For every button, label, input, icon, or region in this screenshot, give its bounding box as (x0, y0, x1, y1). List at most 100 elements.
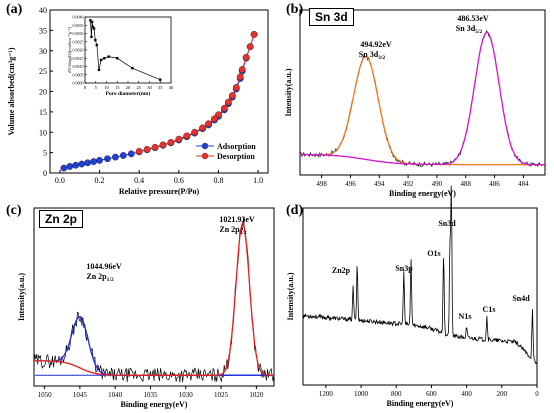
panel-a-xtick-label-2: 0.4 (134, 176, 144, 185)
panel-a-xtick-label-5: 1.0 (253, 176, 263, 185)
panel-d-peak-label-zn2p: Zn2p (332, 266, 351, 275)
panel-c-xtick-label-0: 1050 (38, 391, 53, 399)
panel-a-xtick-label-3: 0.6 (174, 176, 184, 185)
panel-a-adsorption-point-10 (127, 150, 135, 158)
panel-b-xtick-label-3: 492 (403, 180, 414, 188)
panel-a-inset-xtick-label-1: 5 (95, 85, 98, 90)
panel-a-adsorption-point-1 (66, 163, 74, 170)
panel-a-desorption-point-5 (232, 84, 240, 91)
panel-a-desorption-point-14 (183, 132, 191, 140)
panel-b-axes (299, 9, 546, 176)
panel-a-ytick-label-2: 10 (39, 128, 47, 137)
panel-a-inset-point-11 (116, 57, 119, 60)
panel-a-desorption-point-16 (167, 139, 175, 146)
panel-a-ytick-label-1: 5 (43, 149, 47, 158)
panel-a-desorption-point-17 (159, 141, 167, 149)
panel-c-axes (33, 207, 275, 387)
panel-d-xtick-label-4: 400 (461, 390, 472, 398)
panel-b-ylabel: Intensity(a.u.) (284, 68, 293, 116)
panel-a-ytick-label-0: 0 (43, 169, 47, 178)
panel-a-inset-point-8 (99, 58, 103, 62)
panel-a-inset-ylabel: dV/dlog(D)(cm³nm⁻¹g⁻¹) (67, 26, 72, 73)
panel-d-survey-spectrum (302, 185, 538, 365)
panel-a-adsorption-point-9 (119, 152, 127, 159)
panel-b-xlabel: Binding energy(eV) (389, 189, 456, 198)
panel-a-inset-xlabel: Pore diameter(nm) (106, 90, 151, 97)
panel-a-inset-point-0 (89, 19, 92, 22)
panel-a-inset-xtick-label-2: 10 (104, 85, 109, 90)
panel-b-annotation-energy-0: 494.92eV (360, 40, 392, 49)
panel-a-ytick-label-5: 25 (39, 67, 47, 76)
panel-a-inset-point-7 (97, 68, 101, 71)
panel-b-annotation-label-1: Sn 3d5/2 (456, 24, 483, 35)
panel-d-axes (302, 207, 538, 386)
panel-b-xtick-label-2: 494 (374, 180, 385, 188)
panel-c-xtick-label-5: 1025 (214, 391, 229, 399)
panel-c-annotation-energy-0: 1044.96eV (86, 262, 122, 271)
panel-a-inset-ytick-label-4: 0.0020 (73, 48, 84, 53)
panel-d-xtick-label-0: 1200 (319, 390, 334, 398)
panel-b-title: Sn 3d (309, 8, 354, 26)
panel-a-inset-point-2 (90, 20, 94, 24)
panel-c-xlabel: Binding energy(eV) (121, 400, 188, 409)
panel-d-peak-label-sn4d: Sn4d (512, 294, 530, 303)
panel-c-xtick-label-6: 1020 (249, 391, 264, 399)
panel-label-a: (a) (6, 2, 23, 17)
panel-b-peak-fit-1 (300, 31, 545, 166)
panel-a-inset-ytick-label-6: 0.0030 (73, 31, 84, 36)
panel-a-ytick-label-8: 40 (39, 6, 47, 15)
panel-a-legend-label-1: Desorption (217, 152, 255, 161)
panel-a-desorption-point-0 (250, 31, 258, 38)
panel-a-inset-xtick-label-8: 40 (169, 85, 174, 90)
panel-a-inset-xtick-label-0: 0 (84, 85, 87, 90)
panel-a-xlabel: Relative pressure(P/Po) (119, 187, 200, 196)
panel-d-xtick-label-3: 600 (426, 390, 437, 398)
panel-a-adsorption-point-6 (96, 156, 103, 164)
panel-c-peak-fit-1 (34, 222, 274, 376)
panel-a-inset-xtick-label-3: 15 (115, 85, 120, 90)
panel-b-annotation-label-0: Sn 3d3/2 (359, 50, 386, 61)
panel-c-annotation-label-1: Zn 2p3/2 (219, 225, 247, 236)
panel-a-desorption-point-15 (175, 135, 183, 143)
panel-c-xtick-label-3: 1035 (143, 391, 158, 399)
panel-d-xtick-label-2: 800 (391, 390, 402, 398)
panel-a-inset-ytick-label-0: 0.0000 (73, 81, 84, 86)
panel-d-peak-label-c1s: C1s (483, 305, 496, 314)
panel-a-inset-ytick-label-8: 0.0040 (73, 15, 84, 20)
panel-a-inset-point-10 (107, 55, 110, 58)
panel-a-inset-xtick-label-7: 35 (158, 85, 163, 90)
panel-c-annotation-label-0: Zn 2p1/2 (86, 272, 114, 283)
panel-a-desorption-point-18 (151, 143, 159, 151)
panel-a-legend-marker-1 (201, 152, 209, 160)
panel-a-inset-xtick-label-5: 25 (137, 85, 142, 90)
panel-a-adsorption-point-7 (104, 155, 111, 163)
panel-a-ytick-label-4: 20 (39, 88, 47, 97)
panel-d-xtick-label-1: 1000 (354, 390, 369, 398)
panel-a-inset-xtick-label-6: 30 (147, 85, 152, 90)
panel-a-desorption-point-4 (236, 73, 244, 81)
panel-b-raw-spectrum (299, 29, 546, 168)
panel-a-desorption-point-2 (242, 53, 250, 61)
panel-a-inset-point-9 (103, 57, 106, 60)
panel-a-inset-xtick-label-4: 20 (126, 85, 131, 90)
panel-label-c: (c) (6, 203, 22, 218)
panel-a-desorption-point-12 (199, 124, 207, 132)
panel-a-inset-point-6 (95, 43, 99, 47)
panel-a-desorption-point-11 (205, 120, 212, 128)
panel-d-xlabel: Binding energy(eV) (387, 399, 454, 408)
panel-a-xtick-label-4: 0.8 (213, 176, 223, 185)
panel-a-inset-point-3 (91, 25, 95, 29)
panel-a-inset-point-1 (90, 35, 93, 38)
panel-d-xtick-label-6: 0 (535, 390, 539, 398)
panel-d-peak-label-sn3p: Sn3p (395, 264, 413, 273)
panel-b-xtick-label-1: 496 (345, 180, 356, 188)
panel-c-raw-spectrum (33, 217, 275, 383)
panel-a-inset-ytick-label-5: 0.0025 (73, 39, 84, 44)
panel-c-background (34, 360, 274, 376)
panel-a-desorption-point-10 (211, 115, 218, 123)
panel-a-legend-marker-0 (201, 142, 209, 150)
panel-c-xtick-label-1: 1045 (73, 391, 88, 399)
panel-a-desorption-point-3 (238, 66, 246, 73)
panel-a-legend-label-0: Adsorption (217, 142, 256, 151)
